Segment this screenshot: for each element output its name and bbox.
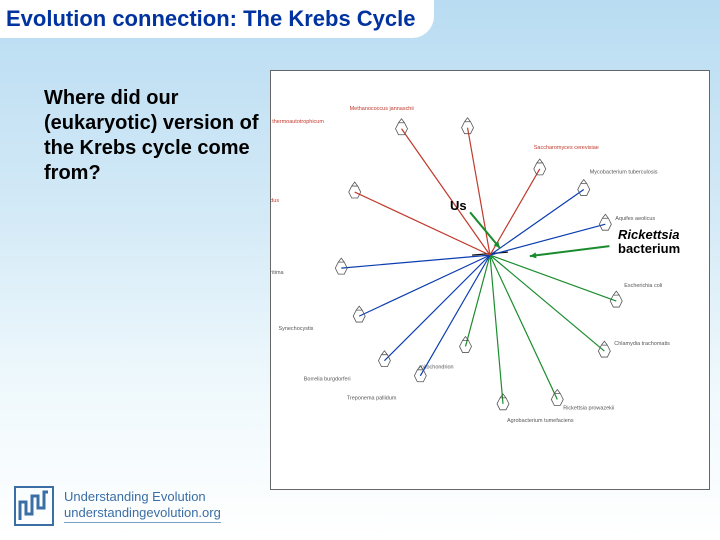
svg-text:Synechocystis: Synechocystis (278, 326, 313, 332)
svg-text:Agrobacterium tumefaciens: Agrobacterium tumefaciens (507, 418, 574, 424)
svg-text:Mycobacterium tuberculosis: Mycobacterium tuberculosis (590, 170, 658, 176)
footer-line1: Understanding Evolution (64, 489, 221, 505)
svg-text:Methanococcus jannaschii: Methanococcus jannaschii (350, 106, 414, 112)
annotation-rickettsia: Rickettsia bacterium (618, 228, 698, 257)
rickettsia-genus: Rickettsia (618, 227, 679, 242)
svg-text:Chlamydia trachomatis: Chlamydia trachomatis (614, 341, 670, 347)
footer-text: Understanding Evolution understandingevo… (64, 489, 221, 523)
svg-text:Saccharomyces cerevisiae: Saccharomyces cerevisiae (534, 145, 599, 151)
logo-icon (14, 486, 54, 526)
slide: Evolution connection: The Krebs Cycle Wh… (0, 0, 720, 540)
svg-text:Rickettsia prowazekii: Rickettsia prowazekii (563, 405, 614, 411)
question-text: Where did our (eukaryotic) version of th… (44, 86, 284, 186)
tree-svg: Escherichia coli Chlamydia trachomatis Ric… (271, 71, 709, 489)
annotation-us: Us (450, 198, 467, 213)
slide-title: Evolution connection: The Krebs Cycle (0, 0, 434, 38)
rickettsia-type: bacterium (618, 241, 680, 256)
svg-text:Archaeoglobus fulgidus: Archaeoglobus fulgidus (271, 198, 279, 204)
svg-text:Treponema pallidum: Treponema pallidum (347, 396, 397, 402)
title-container: Evolution connection: The Krebs Cycle (0, 0, 464, 38)
svg-text:Borrelia burgdorferi: Borrelia burgdorferi (304, 377, 351, 383)
footer-line2: understandingevolution.org (64, 505, 221, 521)
svg-text:Escherichia coli: Escherichia coli (624, 283, 662, 289)
svg-text:Methanobacterium thermoautotro: Methanobacterium thermoautotrophicum (271, 119, 324, 125)
svg-text:Thermotoga maritima: Thermotoga maritima (271, 270, 285, 276)
phylogenetic-tree-panel: Escherichia coli Chlamydia trachomatis Ric… (270, 70, 710, 490)
footer-logo: Understanding Evolution understandingevo… (14, 486, 221, 526)
svg-text:Aquifex aeolicus: Aquifex aeolicus (615, 216, 655, 222)
